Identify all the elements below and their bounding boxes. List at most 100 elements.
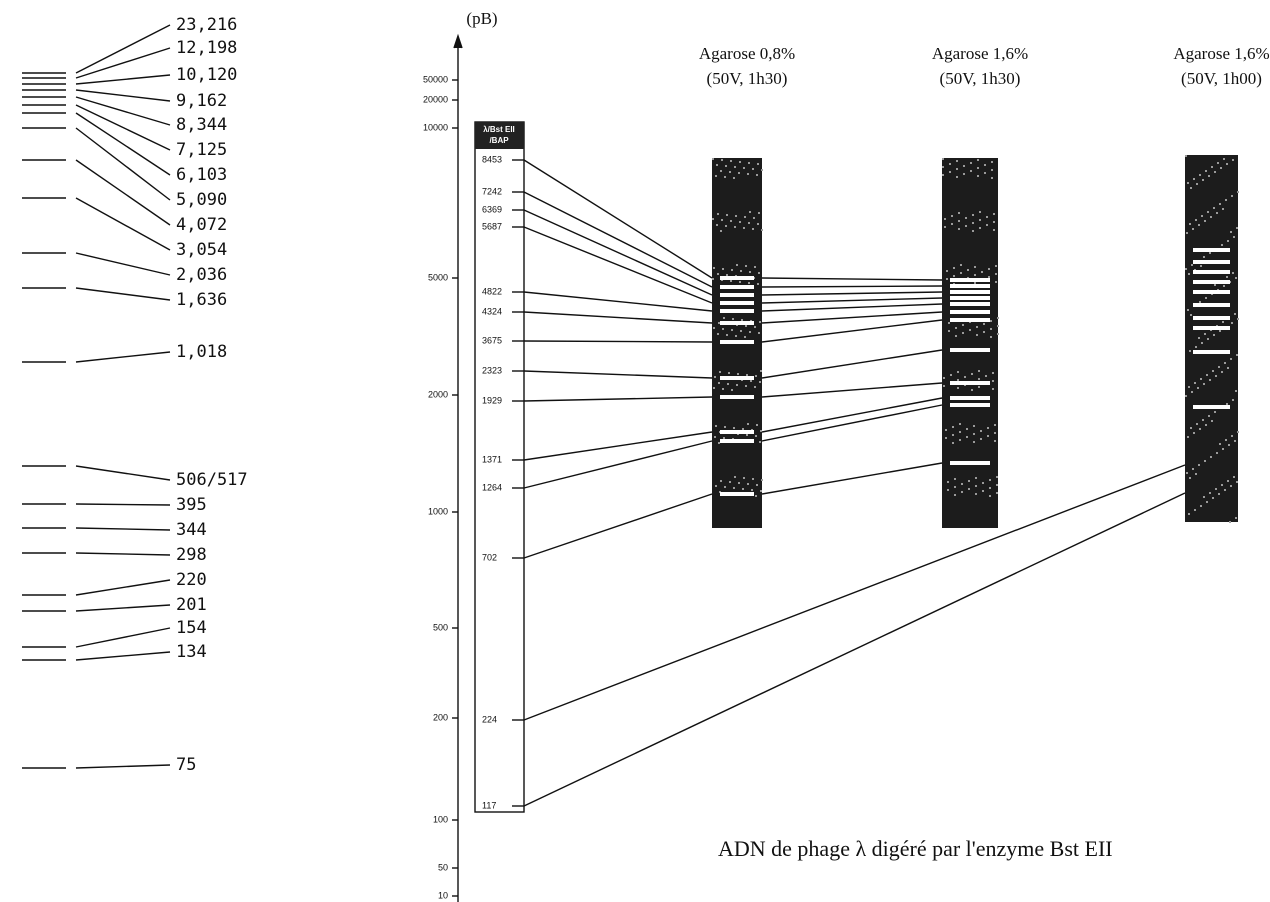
gel-speckle [1231, 195, 1233, 197]
gel-speckle [992, 388, 994, 390]
gel-speckle [950, 374, 952, 376]
gel-speckle [1210, 456, 1212, 458]
gel-speckle [979, 211, 981, 213]
gel-speckle [1219, 203, 1221, 205]
gel-speckle [712, 218, 714, 220]
gel-speckle [947, 489, 949, 491]
gel-speckle [724, 486, 726, 488]
gel-speckle [954, 478, 956, 480]
gel-speckle [959, 439, 961, 441]
gel-speckle [1234, 313, 1236, 315]
gel-speckle [1203, 383, 1205, 385]
ladder-label: 7,125 [176, 140, 227, 160]
gel-speckle [945, 437, 947, 439]
ladder-label: 23,216 [176, 15, 237, 35]
gel-speckle [1204, 220, 1206, 222]
gel-speckle [1211, 420, 1213, 422]
ladder-label: 154 [176, 618, 207, 638]
gel-speckle [731, 389, 733, 391]
gel-speckle [954, 486, 956, 488]
marker-band-label: 1371 [482, 454, 502, 464]
gel-speckle [733, 427, 735, 429]
gel-speckle [988, 268, 990, 270]
gel-speckle [990, 320, 992, 322]
gel-speckle [1223, 158, 1225, 160]
gel-speckle [948, 322, 950, 324]
gel-speckle [971, 373, 973, 375]
ladder-label: 201 [176, 595, 207, 615]
gel-speckle [743, 227, 745, 229]
gel-speckle [1185, 268, 1187, 270]
gel-speckle [723, 317, 725, 319]
gel-speckle [1199, 428, 1201, 430]
gel-speckle [986, 224, 988, 226]
gel-speckle [1211, 166, 1213, 168]
gel-speckle [1227, 480, 1229, 482]
gel-band [720, 309, 754, 313]
gel-title: Agarose 1,6% [932, 44, 1028, 63]
gel-speckle [738, 482, 740, 484]
gel-band [950, 461, 990, 465]
gel-band [720, 321, 754, 325]
gel-speckle [942, 166, 944, 168]
gel [1185, 155, 1238, 522]
gel-speckle [740, 270, 742, 272]
gel-speckle [720, 480, 722, 482]
ladder-label: 4,072 [176, 215, 227, 235]
gel-speckle [942, 158, 944, 160]
gel-speckle [1209, 379, 1211, 381]
gel-speckle [1194, 509, 1196, 511]
gel-speckle [760, 430, 762, 432]
gel-speckle [748, 162, 750, 164]
axis-tick-label: 10 [438, 890, 448, 900]
gel-speckle [1235, 517, 1237, 519]
gel-speckle [1223, 285, 1225, 287]
gel-speckle [975, 493, 977, 495]
gel-speckle [730, 220, 732, 222]
gel-speckle [990, 328, 992, 330]
gel-speckle [1237, 431, 1239, 433]
gel-speckle [988, 276, 990, 278]
gel-speckle [743, 477, 745, 479]
gel-speckle [717, 213, 719, 215]
gel-speckle [1215, 488, 1217, 490]
gel-speckle [1195, 219, 1197, 221]
gel-speckle [731, 329, 733, 331]
gel-speckle [748, 222, 750, 224]
gel-band [1193, 405, 1230, 409]
gel-speckle [991, 169, 993, 171]
gel-speckle [1226, 403, 1228, 405]
gel-speckle [724, 426, 726, 428]
gel-speckle [966, 428, 968, 430]
gel-speckle [965, 225, 967, 227]
gel-speckle [947, 481, 949, 483]
gel-speckle [1192, 468, 1194, 470]
gel-band [1193, 260, 1230, 264]
gel-speckle [1227, 367, 1229, 369]
gel-speckle [744, 216, 746, 218]
gel-speckle [1232, 159, 1234, 161]
gel-speckle [730, 160, 732, 162]
gel-speckle [713, 267, 715, 269]
gel-speckle [1189, 223, 1191, 225]
gel-speckle [754, 266, 756, 268]
gel-speckle [1202, 179, 1204, 181]
caption: ADN de phage λ digéré par l'enzyme Bst E… [718, 836, 1113, 861]
gel-band [1193, 326, 1230, 330]
gel-speckle [1205, 170, 1207, 172]
gel-speckle [742, 488, 744, 490]
gel-speckle [1230, 485, 1232, 487]
gel-speckle [731, 269, 733, 271]
ladder-label: 134 [176, 642, 207, 662]
gel-speckle [968, 480, 970, 482]
gel-band [720, 492, 754, 496]
gel-speckle [719, 371, 721, 373]
gel-speckle [1196, 423, 1198, 425]
gel-speckle [744, 336, 746, 338]
gel-conditions: (50V, 1h00) [1181, 69, 1262, 88]
gel-speckle [1203, 496, 1205, 498]
gel-speckle [1214, 411, 1216, 413]
ladder-label: 344 [176, 520, 207, 540]
gel-speckle [1209, 492, 1211, 494]
gel-speckle [960, 272, 962, 274]
